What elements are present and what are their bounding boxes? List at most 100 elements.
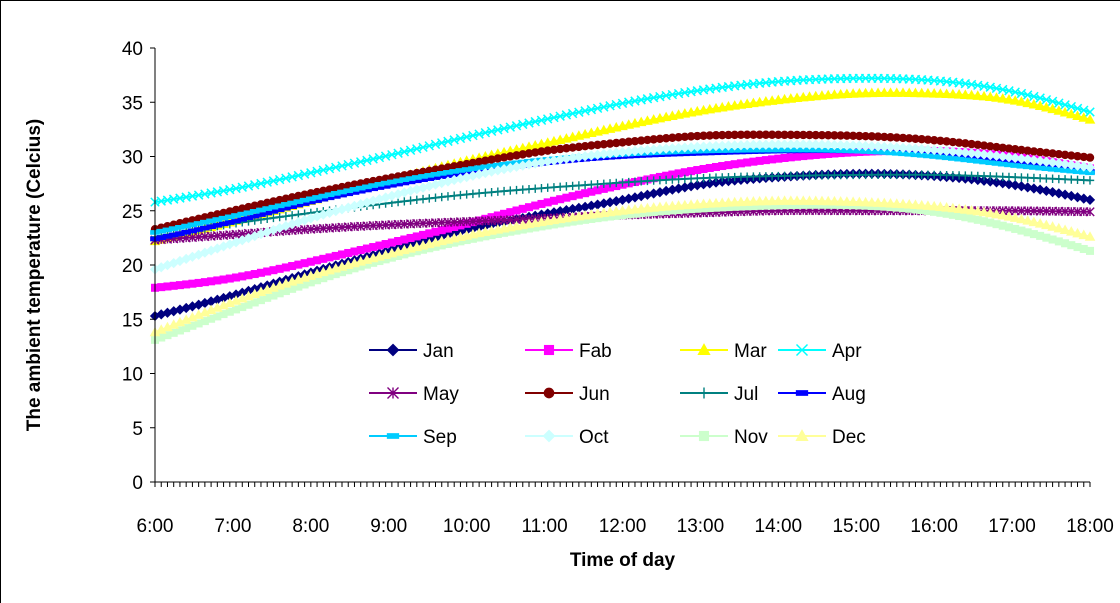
series-marker-oct <box>953 146 965 158</box>
series-marker-oct <box>1078 161 1089 172</box>
series-marker-dec <box>910 199 921 209</box>
series-marker-dec <box>779 195 790 205</box>
x-tick-label: 14:00 <box>755 516 803 537</box>
series-marker-mar <box>1072 110 1083 121</box>
series-marker-dec <box>953 203 965 213</box>
series-marker-dec <box>754 195 765 206</box>
legend-marker <box>698 430 710 442</box>
series-marker-dec <box>748 196 759 206</box>
series-marker-oct <box>1016 153 1027 164</box>
series-marker-dec <box>1059 224 1071 235</box>
series-dec <box>149 195 1096 337</box>
legend-label: Jan <box>423 341 454 362</box>
y-tick-label: 0 <box>132 473 143 494</box>
legend-marker <box>795 343 809 357</box>
legend-item-fab: Fab <box>525 341 612 362</box>
series-marker-mar <box>922 87 934 98</box>
x-tick-label: 16:00 <box>910 516 958 537</box>
series-marker-jan <box>991 177 1002 188</box>
legend-label: Jul <box>734 384 758 405</box>
legend-marker <box>386 343 400 357</box>
series-marker-oct <box>929 144 940 156</box>
legend-item-aug: Aug <box>778 384 866 405</box>
series-marker-oct <box>991 150 1002 161</box>
series-marker-mar <box>941 88 952 99</box>
x-tick-label: 11:00 <box>522 516 568 537</box>
legend-item-mar: Mar <box>680 341 767 362</box>
series-marker-mar <box>947 88 959 99</box>
series-marker-oct <box>960 147 971 158</box>
series-marker-mar <box>972 90 984 100</box>
series-marker-dec <box>1041 219 1052 230</box>
series-marker-mar <box>1034 100 1046 110</box>
series-line-sep <box>154 149 1091 234</box>
series-marker-oct <box>1003 152 1015 163</box>
y-tick-label: 30 <box>122 148 143 169</box>
series-marker-dec <box>941 202 952 212</box>
series-marker-mar <box>841 88 853 99</box>
series-marker-dec <box>935 201 946 211</box>
legend-item-oct: Oct <box>525 427 609 448</box>
legend-label: Dec <box>832 427 866 448</box>
series-marker-mar <box>978 90 990 101</box>
series-marker-apr <box>1079 105 1089 115</box>
series-marker-mar <box>1078 112 1090 122</box>
series-marker-oct <box>904 143 915 154</box>
x-tick-label: 9:00 <box>370 516 407 537</box>
series-marker-dec <box>735 196 747 207</box>
series-marker-mar <box>1028 98 1040 109</box>
series-marker-mar <box>916 87 928 98</box>
series-marker-jul <box>418 194 428 204</box>
series-marker-oct <box>1022 154 1033 165</box>
series-marker-dec <box>991 208 1002 219</box>
series-marker-dec <box>1009 212 1021 222</box>
series-marker-oct <box>922 144 934 155</box>
series-marker-mar <box>997 93 1009 103</box>
plot-area <box>149 73 1096 344</box>
series-marker-mar <box>897 87 909 97</box>
series-marker-oct <box>910 143 921 154</box>
series-marker-dec <box>716 197 728 207</box>
series-marker-mar <box>1016 96 1027 106</box>
series-marker-nov <box>1085 246 1095 255</box>
series-marker-mar <box>1084 114 1096 124</box>
legend-marker <box>386 433 400 439</box>
series-marker-dec <box>841 196 853 206</box>
series-marker-dec <box>785 195 797 205</box>
y-tick-label: 25 <box>122 202 143 223</box>
series-marker-mar <box>847 88 859 98</box>
series-marker-oct <box>985 150 996 161</box>
legend-label: Nov <box>734 427 768 448</box>
series-marker-jan <box>1003 179 1015 190</box>
series-marker-dec <box>903 198 915 209</box>
series-marker-jan <box>1022 182 1033 193</box>
series-marker-oct <box>947 146 958 157</box>
series-marker-dec <box>1084 231 1096 241</box>
y-tick-label: 5 <box>132 419 143 440</box>
series-marker-mar <box>878 87 890 97</box>
series-marker-jul <box>281 212 291 221</box>
series-jan <box>149 168 1096 322</box>
series-marker-jan <box>1035 184 1046 195</box>
legend-item-jun: Jun <box>525 384 610 405</box>
series-marker-mar <box>866 87 878 98</box>
series-marker-mar <box>984 91 996 102</box>
series-marker-mar <box>928 88 940 98</box>
legend-label: Aug <box>832 384 866 405</box>
series-marker-apr <box>1072 103 1083 114</box>
legend-marker <box>698 387 710 399</box>
series-marker-oct <box>916 143 927 155</box>
series-marker-oct <box>1028 155 1040 166</box>
series-marker-dec <box>723 197 734 207</box>
series-marker-jul <box>412 195 421 205</box>
series-marker-dec <box>891 198 903 208</box>
legend-item-jul: Jul <box>680 384 758 405</box>
series-marker-mar <box>829 89 840 99</box>
series-marker-oct <box>941 145 952 157</box>
series-marker-dec <box>729 196 741 207</box>
series-marker-dec <box>984 207 996 218</box>
series-marker-jul <box>1085 176 1095 185</box>
series-marker-dec <box>1003 211 1015 221</box>
series-marker-dec <box>860 196 871 207</box>
